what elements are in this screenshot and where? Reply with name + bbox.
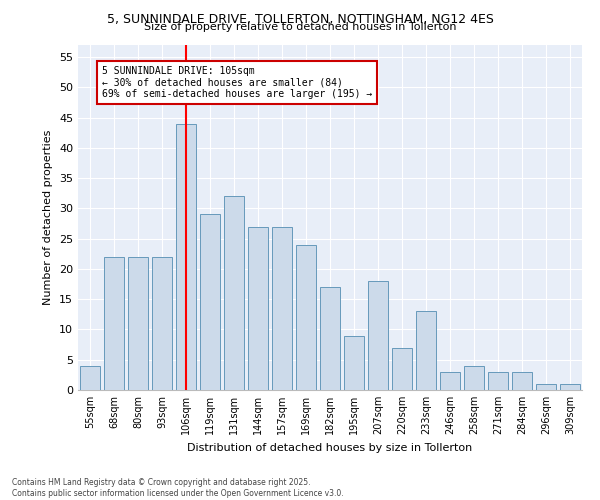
Bar (488, 372, 508, 390)
Bar (80, 366, 100, 390)
Bar (176, 124, 196, 390)
Bar (512, 372, 532, 390)
Text: 5 SUNNINDALE DRIVE: 105sqm
← 30% of detached houses are smaller (84)
69% of semi: 5 SUNNINDALE DRIVE: 105sqm ← 30% of deta… (102, 66, 372, 100)
Bar (416, 312, 436, 390)
Bar (152, 257, 172, 390)
Bar (224, 196, 244, 390)
Bar (536, 384, 556, 390)
Text: Contains HM Land Registry data © Crown copyright and database right 2025.
Contai: Contains HM Land Registry data © Crown c… (12, 478, 344, 498)
Bar (104, 257, 124, 390)
Bar (272, 226, 292, 390)
Text: Size of property relative to detached houses in Tollerton: Size of property relative to detached ho… (144, 22, 456, 32)
Bar (200, 214, 220, 390)
Bar (464, 366, 484, 390)
Bar (344, 336, 364, 390)
X-axis label: Distribution of detached houses by size in Tollerton: Distribution of detached houses by size … (187, 442, 473, 452)
Bar (440, 372, 460, 390)
Bar (392, 348, 412, 390)
Bar (368, 281, 388, 390)
Bar (296, 244, 316, 390)
Bar (128, 257, 148, 390)
Bar (320, 287, 340, 390)
Y-axis label: Number of detached properties: Number of detached properties (43, 130, 53, 305)
Bar (248, 226, 268, 390)
Text: 5, SUNNINDALE DRIVE, TOLLERTON, NOTTINGHAM, NG12 4ES: 5, SUNNINDALE DRIVE, TOLLERTON, NOTTINGH… (107, 12, 493, 26)
Bar (560, 384, 580, 390)
